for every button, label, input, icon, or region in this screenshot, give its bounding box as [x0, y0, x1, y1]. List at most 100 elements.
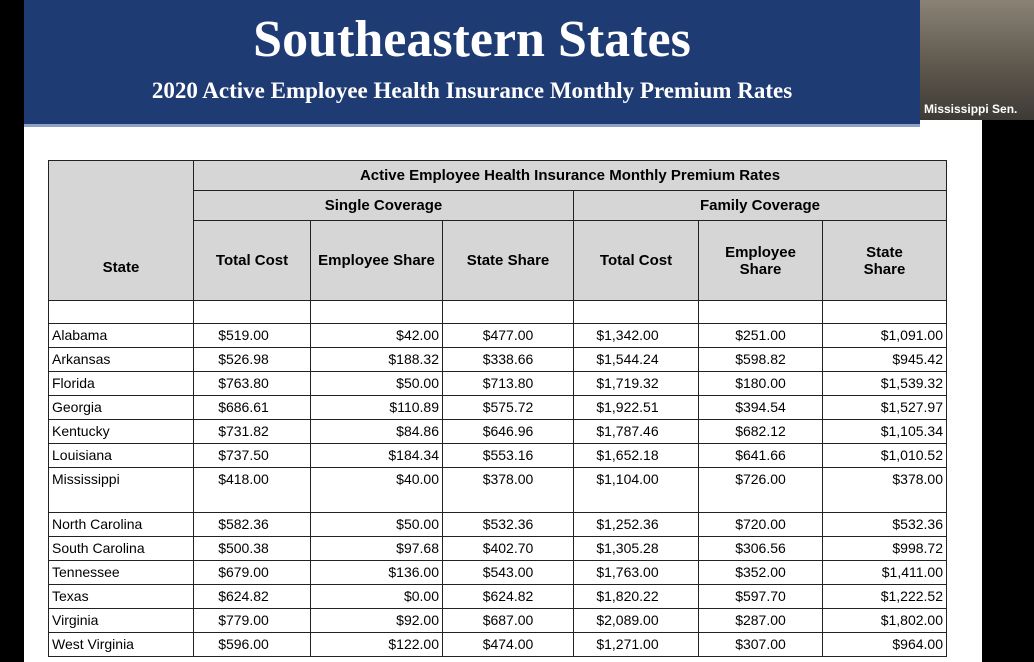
- rate-value: $646.96: [442, 419, 574, 444]
- rate-value: $553.16: [442, 443, 574, 468]
- rate-value: $1,411.00: [822, 560, 947, 585]
- rate-value: $1,763.00: [573, 560, 699, 585]
- rate-value: $477.00: [442, 323, 574, 348]
- rate-value: $122.00: [310, 632, 443, 657]
- rate-value: $598.82: [698, 347, 823, 372]
- rate-value: $596.00: [193, 632, 311, 657]
- rate-value: $1,544.24: [573, 347, 699, 372]
- rate-value: $306.56: [698, 536, 823, 561]
- column-header: Total Cost: [193, 220, 311, 301]
- blank-cell: [48, 300, 194, 324]
- rate-value: $42.00: [310, 323, 443, 348]
- state-name: Alabama: [48, 323, 194, 348]
- rate-value: $1,010.52: [822, 443, 947, 468]
- rate-value: $737.50: [193, 443, 311, 468]
- rate-value: $687.00: [442, 608, 574, 633]
- rate-value: $1,539.32: [822, 371, 947, 396]
- blank-cell: [442, 300, 574, 324]
- rate-value: $40.00: [310, 467, 443, 513]
- rate-value: $180.00: [698, 371, 823, 396]
- participant-name: Mississippi Sen.: [924, 102, 1018, 116]
- rate-value: $84.86: [310, 419, 443, 444]
- rate-value: $352.00: [698, 560, 823, 585]
- rate-value: $251.00: [698, 323, 823, 348]
- rate-value: $188.32: [310, 347, 443, 372]
- title-band: Southeastern States 2020 Active Employee…: [24, 0, 920, 127]
- rate-value: $1,787.46: [573, 419, 699, 444]
- column-header: State Share: [442, 220, 574, 301]
- rate-value: $720.00: [698, 512, 823, 537]
- rate-value: $1,719.32: [573, 371, 699, 396]
- blank-cell: [698, 300, 823, 324]
- rate-value: $474.00: [442, 632, 574, 657]
- rate-value: $402.70: [442, 536, 574, 561]
- rate-value: $624.82: [442, 584, 574, 609]
- rate-value: $0.00: [310, 584, 443, 609]
- rate-value: $641.66: [698, 443, 823, 468]
- rate-value: $500.38: [193, 536, 311, 561]
- rate-value: $779.00: [193, 608, 311, 633]
- rate-value: $998.72: [822, 536, 947, 561]
- rate-value: $526.98: [193, 347, 311, 372]
- rate-value: $1,652.18: [573, 443, 699, 468]
- rate-value: $418.00: [193, 467, 311, 513]
- rate-value: $519.00: [193, 323, 311, 348]
- coverage-header: Single Coverage: [193, 190, 574, 221]
- rate-value: $378.00: [442, 467, 574, 513]
- rate-value: $110.89: [310, 395, 443, 420]
- rate-value: $184.34: [310, 443, 443, 468]
- state-name: Tennessee: [48, 560, 194, 585]
- blank-cell: [822, 300, 947, 324]
- rate-value: $1,802.00: [822, 608, 947, 633]
- rate-value: $686.61: [193, 395, 311, 420]
- blank-cell: [310, 300, 443, 324]
- rate-value: $1,222.52: [822, 584, 947, 609]
- rate-value: $97.68: [310, 536, 443, 561]
- rate-value: $1,922.51: [573, 395, 699, 420]
- rate-value: $378.00: [822, 467, 947, 513]
- rate-value: $338.66: [442, 347, 574, 372]
- rate-value: $731.82: [193, 419, 311, 444]
- rate-value: $1,271.00: [573, 632, 699, 657]
- state-name: West Virginia: [48, 632, 194, 657]
- column-header: Employee Share: [310, 220, 443, 301]
- rate-value: $1,252.36: [573, 512, 699, 537]
- rate-value: $50.00: [310, 371, 443, 396]
- rate-value: $92.00: [310, 608, 443, 633]
- rate-value: $1,091.00: [822, 323, 947, 348]
- rate-value: $394.54: [698, 395, 823, 420]
- state-name: Arkansas: [48, 347, 194, 372]
- column-header: Employee Share: [698, 220, 823, 301]
- rate-value: $1,342.00: [573, 323, 699, 348]
- rate-value: $679.00: [193, 560, 311, 585]
- state-name: South Carolina: [48, 536, 194, 561]
- rate-value: $1,305.28: [573, 536, 699, 561]
- state-name: Georgia: [48, 395, 194, 420]
- subtitle: 2020 Active Employee Health Insurance Mo…: [151, 78, 793, 103]
- rate-value: $1,104.00: [573, 467, 699, 513]
- state-header: State: [48, 160, 194, 301]
- rate-value: $307.00: [698, 632, 823, 657]
- rate-value: $713.80: [442, 371, 574, 396]
- rate-value: $1,820.22: [573, 584, 699, 609]
- state-name: Texas: [48, 584, 194, 609]
- rate-value: $136.00: [310, 560, 443, 585]
- state-name: Virginia: [48, 608, 194, 633]
- video-tile[interactable]: Mississippi Sen.: [920, 0, 1034, 120]
- title: Southeastern States: [253, 11, 691, 68]
- rate-value: $532.36: [442, 512, 574, 537]
- rate-value: $763.80: [193, 371, 311, 396]
- rate-value: $287.00: [698, 608, 823, 633]
- rate-value: $50.00: [310, 512, 443, 537]
- coverage-header: Family Coverage: [573, 190, 947, 221]
- blank-cell: [573, 300, 699, 324]
- rate-value: $532.36: [822, 512, 947, 537]
- state-name: Florida: [48, 371, 194, 396]
- blank-cell: [193, 300, 311, 324]
- rate-value: $945.42: [822, 347, 947, 372]
- rate-value: $726.00: [698, 467, 823, 513]
- rate-value: $682.12: [698, 419, 823, 444]
- rate-value: $582.36: [193, 512, 311, 537]
- group-title: Active Employee Health Insurance Monthly…: [193, 160, 947, 191]
